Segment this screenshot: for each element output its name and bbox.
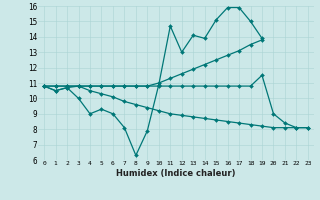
X-axis label: Humidex (Indice chaleur): Humidex (Indice chaleur) <box>116 169 236 178</box>
